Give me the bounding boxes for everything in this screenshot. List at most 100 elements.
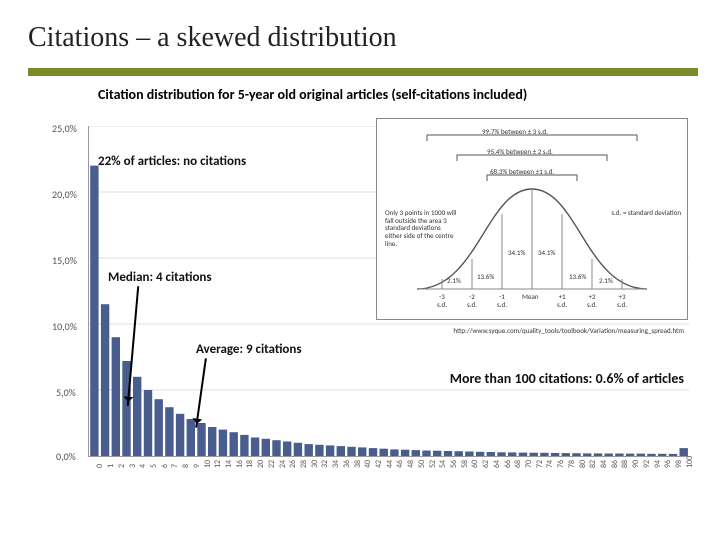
bar <box>519 453 527 456</box>
xtick: 50 <box>417 460 427 468</box>
bar <box>369 448 377 456</box>
xtick: 74 <box>545 460 555 468</box>
ann-no-citations: 22% of articles: no citations <box>98 154 246 169</box>
xtick: 64 <box>492 460 502 468</box>
xtick: 82 <box>588 460 598 468</box>
xtick: 72 <box>535 460 545 468</box>
xtick: 30 <box>310 460 320 468</box>
bar <box>390 449 398 456</box>
ann-tail: More than 100 citations: 0.6% of article… <box>450 370 684 387</box>
xtick: 5 <box>149 464 159 468</box>
xtick: 38 <box>353 460 363 468</box>
bar <box>540 453 548 456</box>
bar <box>90 166 98 456</box>
xtick: 9 <box>192 464 202 468</box>
inset-x-2: -1s.d. <box>497 293 507 308</box>
xtick: 12 <box>213 460 223 468</box>
bar <box>497 452 505 456</box>
bar <box>240 435 248 456</box>
inset-pct-3l: 2.1% <box>447 277 461 285</box>
bar <box>155 399 163 456</box>
xtick: 76 <box>556 460 566 468</box>
bar <box>422 451 430 457</box>
xtick: 90 <box>631 460 641 468</box>
bar <box>508 452 516 456</box>
bar <box>272 440 280 456</box>
bar <box>251 438 259 457</box>
xtick: 4 <box>138 464 148 468</box>
xtick: 58 <box>460 460 470 468</box>
chart-title: Citation distribution for 5-year old ori… <box>98 86 527 103</box>
inset-x-5: +2s.d. <box>587 293 597 308</box>
bar <box>112 337 120 456</box>
xtick: 32 <box>320 460 330 468</box>
citation-chart: Citation distribution for 5-year old ori… <box>28 86 698 506</box>
inset-pct-2l: 13.6% <box>477 273 494 281</box>
bar <box>465 452 473 457</box>
inset-side-note: Only 3 points in 1000 will fall outside … <box>385 209 457 247</box>
bar <box>262 439 270 456</box>
bar <box>433 451 441 456</box>
xtick: 20 <box>256 460 266 468</box>
ytick-25: 25,0% <box>52 122 77 135</box>
bar <box>626 454 634 456</box>
xtick: 78 <box>567 460 577 468</box>
xtick: 86 <box>610 460 620 468</box>
title-rule <box>28 68 698 76</box>
bar <box>487 452 495 456</box>
xtick: 66 <box>503 460 513 468</box>
inset-x-0: -3s.d. <box>437 293 447 308</box>
bar <box>412 450 420 456</box>
bar <box>562 453 570 456</box>
bar <box>380 449 388 456</box>
xtick: 42 <box>374 460 384 468</box>
bar <box>230 432 238 456</box>
bar <box>680 448 688 456</box>
bar <box>208 427 216 456</box>
bar <box>583 453 591 456</box>
bar <box>294 443 302 456</box>
xtick: 40 <box>363 460 373 468</box>
inset-x-1: -2s.d. <box>467 293 477 308</box>
ytick-0: 0,0% <box>56 450 76 463</box>
xtick: 7 <box>170 464 180 468</box>
xtick: 100 <box>685 456 695 468</box>
xtick: 62 <box>481 460 491 468</box>
inset-pct-l: 34.1% <box>508 249 525 257</box>
bar <box>669 454 677 456</box>
xtick: 52 <box>428 460 438 468</box>
inset-x-3: Mean <box>522 293 539 301</box>
x-axis-ticks: 0123456789101214161820222426283032343638… <box>88 458 688 488</box>
ytick-10: 10,0% <box>52 320 77 333</box>
bar <box>444 451 452 456</box>
xtick: 46 <box>395 460 405 468</box>
inset-label-1sd: 68.3% between ±1 s.d. <box>490 168 554 176</box>
xtick: 3 <box>128 464 138 468</box>
inset-pct-r: 34.1% <box>538 249 555 257</box>
bar <box>133 377 141 456</box>
bar <box>605 454 613 457</box>
xtick: 10 <box>203 460 213 468</box>
bar <box>615 454 623 457</box>
bar <box>551 453 559 456</box>
xtick: 8 <box>181 464 191 468</box>
xtick: 92 <box>642 460 652 468</box>
bar <box>326 445 334 456</box>
inset-source-url: http://www.syque.com/quality_tools/toolb… <box>453 326 684 335</box>
bar <box>176 414 184 456</box>
bar <box>144 390 152 456</box>
bar <box>337 446 345 456</box>
xtick: 44 <box>385 460 395 468</box>
ytick-5: 5,0% <box>56 386 76 399</box>
bar <box>358 447 366 456</box>
xtick: 18 <box>245 460 255 468</box>
xtick: 26 <box>288 460 298 468</box>
bar <box>401 450 409 456</box>
inset-pct-3r: 2.1% <box>599 277 613 285</box>
ytick-15: 15,0% <box>52 254 77 267</box>
xtick: 94 <box>653 460 663 468</box>
ann-median: Median: 4 citations <box>108 270 212 285</box>
xtick: 14 <box>224 460 234 468</box>
bar <box>647 454 655 456</box>
bar <box>594 453 602 456</box>
